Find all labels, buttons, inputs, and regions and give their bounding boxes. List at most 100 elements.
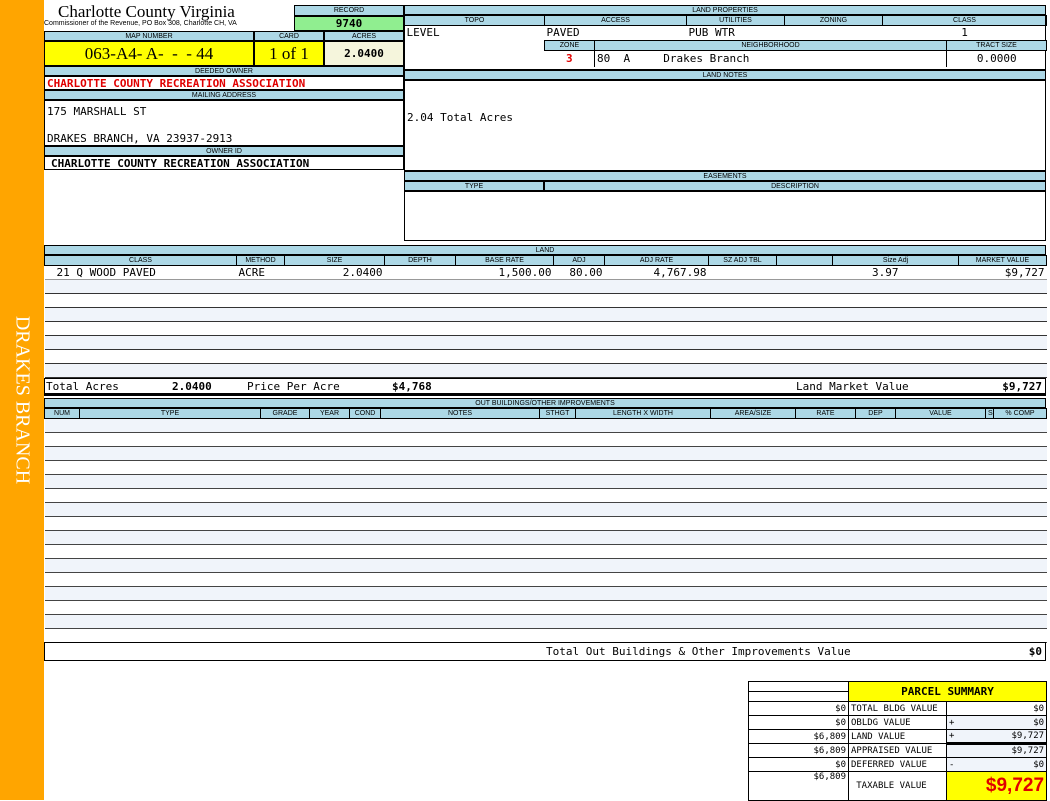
outbuilding-cell — [380, 614, 540, 629]
land-cell — [832, 307, 959, 322]
card-value: 1 of 1 — [254, 41, 324, 66]
outbuilding-cell — [44, 488, 80, 503]
land-row — [44, 321, 1047, 336]
price-per-acre-label: Price Per Acre — [247, 380, 340, 393]
land-cell — [958, 307, 1047, 322]
land-cell — [604, 349, 709, 364]
summary-row: $6,809 APPRAISED VALUE $9,727 — [748, 742, 1048, 758]
outbuilding-row — [44, 558, 1047, 573]
land-cell — [776, 307, 833, 322]
outbuilding-cell — [993, 516, 1047, 531]
outbuilding-cell — [79, 530, 261, 545]
outbuilding-cell — [575, 516, 711, 531]
land-column-header: ADJ — [553, 255, 605, 266]
outbuilding-cell — [539, 614, 576, 629]
outbuilding-cell — [79, 488, 261, 503]
acres-header: ACRES — [324, 31, 404, 41]
outbuilding-column-header: COND — [349, 408, 381, 419]
outbuilding-cell — [44, 418, 80, 433]
outbuilding-cell — [260, 586, 310, 601]
outbuilding-row — [44, 446, 1047, 461]
land-cell — [832, 349, 959, 364]
operator: + — [949, 717, 955, 728]
land-cell — [455, 307, 554, 322]
outbuilding-cell — [79, 600, 261, 615]
outbuilding-cell — [349, 418, 381, 433]
land-cell — [708, 335, 777, 350]
land-cell — [455, 293, 554, 308]
outbuilding-cell — [260, 460, 310, 475]
land-cell — [832, 335, 959, 350]
zone-value: 3 — [565, 52, 573, 66]
outbuilding-cell — [309, 600, 350, 615]
land-cell — [708, 349, 777, 364]
outbuilding-cell — [44, 530, 80, 545]
outbuilding-cell — [795, 432, 856, 447]
deeded-owner-header: DEEDED OWNER — [44, 66, 404, 76]
land-cell — [236, 349, 285, 364]
topo-value: LEVEL — [406, 26, 440, 40]
land-cell — [236, 307, 285, 322]
land-cell — [958, 279, 1047, 294]
outbuilding-cell — [895, 432, 986, 447]
outbuilding-cell — [349, 488, 381, 503]
land-totals: Total Acres 2.0400 Price Per Acre $4,768… — [44, 378, 1046, 396]
land-cell — [384, 335, 456, 350]
office-subtitle: Commissioner of the Revenue, PO Box 308,… — [44, 20, 237, 27]
outbuilding-cell — [575, 530, 711, 545]
outbuilding-cell — [309, 544, 350, 559]
outbuilding-cell — [79, 516, 261, 531]
land-row: 21 Q WOOD PAVED ACRE 2.0400 1,500.00 80.00 4,… — [44, 265, 1047, 280]
outbuilding-cell — [710, 544, 796, 559]
outbuilding-cell — [895, 600, 986, 615]
outbuilding-cell — [795, 502, 856, 517]
land-cell — [958, 293, 1047, 308]
outbuilding-cell — [260, 600, 310, 615]
outbuilding-cell — [985, 502, 994, 517]
outbuilding-cell — [44, 502, 80, 517]
outbuilding-cell — [575, 614, 711, 629]
summary-row: $0 OBLDG VALUE + $0 — [748, 715, 1048, 730]
outbuilding-cell — [539, 418, 576, 433]
land-cell — [236, 335, 285, 350]
land-cell — [384, 265, 456, 280]
outbuilding-cell — [895, 516, 986, 531]
outbuilding-cell — [710, 530, 796, 545]
outbuilding-cell — [895, 446, 986, 461]
outbuilding-cell — [710, 516, 796, 531]
outbuilding-cell — [985, 614, 994, 629]
land-row — [44, 349, 1047, 364]
outbuilding-cell — [795, 460, 856, 475]
outbuilding-cell — [79, 586, 261, 601]
outbuilding-cell — [380, 572, 540, 587]
outbuilding-cell — [795, 516, 856, 531]
outbuilding-cell — [79, 628, 261, 643]
parcel-summary: PARCEL SUMMARY $0 TOTAL BLDG VALUE $0 $0 OBL… — [748, 681, 1048, 801]
land-cell — [44, 335, 237, 350]
land-cell — [553, 335, 605, 350]
land-cell — [384, 349, 456, 364]
outbuilding-cell — [539, 544, 576, 559]
outbuilding-cell — [380, 544, 540, 559]
land-row — [44, 293, 1047, 308]
outbuilding-column-header: STHGT — [539, 408, 576, 419]
land-cell — [604, 307, 709, 322]
outbuilding-cell — [575, 558, 711, 573]
outbuilding-cell — [260, 628, 310, 643]
outbuilding-cell — [795, 544, 856, 559]
summary-label: OBLDG VALUE — [848, 715, 947, 730]
land-cell — [553, 321, 605, 336]
land-cell — [776, 363, 833, 378]
outbuilding-cell — [349, 614, 381, 629]
land-cell — [384, 321, 456, 336]
prior-value: $0 — [748, 757, 849, 772]
outbuildings-total-label: Total Out Buildings & Other Improvements… — [546, 645, 851, 658]
outbuilding-cell — [539, 530, 576, 545]
summary-value: + $0 — [945, 715, 1048, 730]
class-value: 1 — [961, 26, 968, 40]
outbuilding-column-header: TYPE — [79, 408, 261, 419]
land-column-header: METHOD — [236, 255, 285, 266]
outbuilding-row — [44, 628, 1047, 643]
outbuilding-row — [44, 614, 1047, 629]
outbuilding-cell — [795, 418, 856, 433]
